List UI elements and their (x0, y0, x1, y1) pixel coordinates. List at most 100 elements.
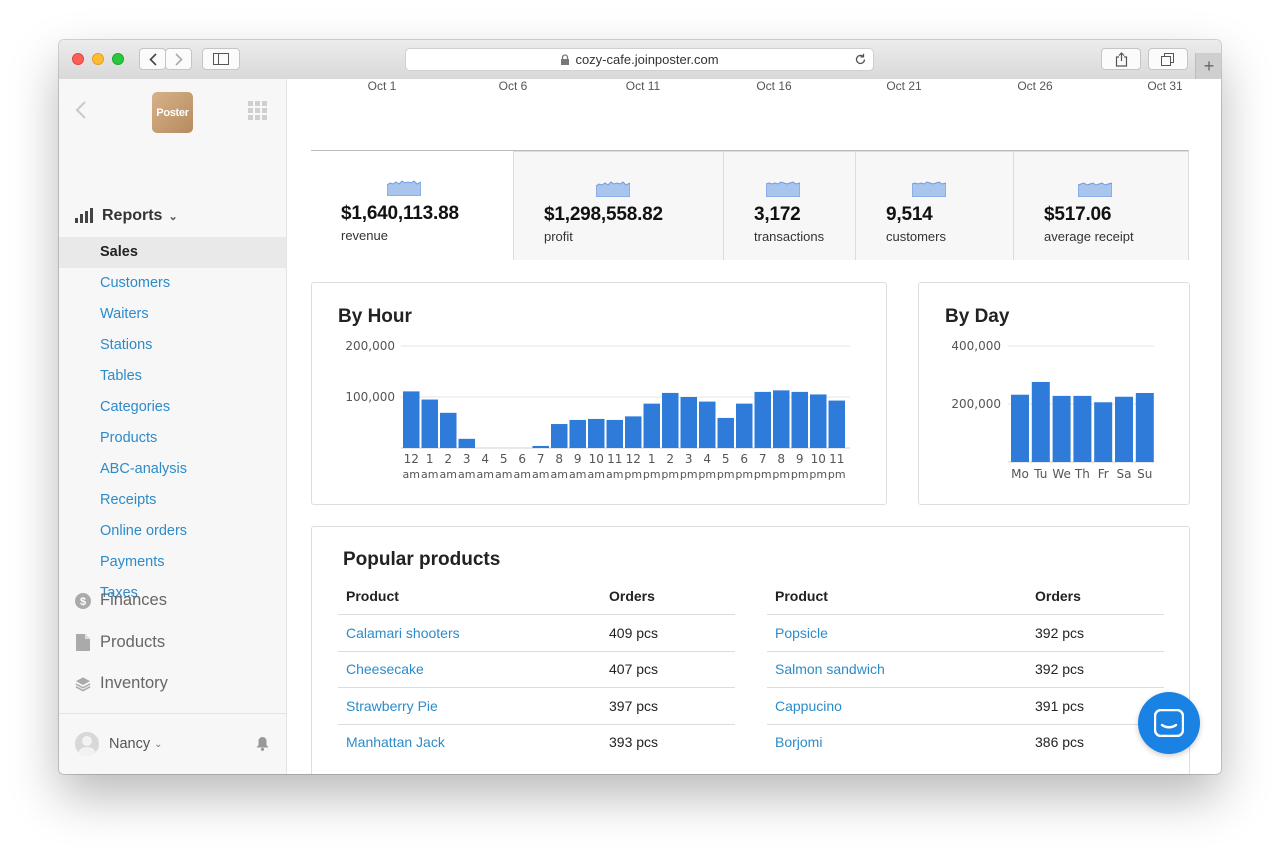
share-button[interactable] (1101, 48, 1141, 70)
chart-bar (458, 438, 475, 448)
column-header-product: Product (338, 578, 601, 615)
svg-text:$: $ (80, 596, 86, 608)
x-tick-label: am (477, 468, 494, 481)
product-link[interactable]: Strawberry Pie (338, 687, 601, 725)
x-tick-label: Th (1074, 467, 1090, 481)
sidebar-item-sales[interactable]: Sales (59, 237, 286, 268)
chart-bar (736, 403, 753, 448)
x-tick-label: Sa (1117, 467, 1132, 481)
stat-label: customers (886, 229, 946, 244)
sidebar-item-stations[interactable]: Stations (100, 337, 153, 353)
back-arrow-icon[interactable] (75, 100, 87, 120)
sidebar-item-taxes[interactable]: Taxes (100, 585, 138, 601)
x-tick-label: 11 (607, 452, 622, 466)
chart-bar (1052, 395, 1071, 462)
section-title: Popular products (343, 549, 501, 570)
table-row: Cappucino 391 pcs (767, 687, 1164, 725)
user-menu[interactable]: Nancy ⌄ (59, 713, 286, 774)
date-tick: Oct 31 (1147, 79, 1183, 93)
y-tick-label: 400,000 (951, 339, 1001, 353)
table-row: Manhattan Jack 393 pcs (338, 724, 735, 760)
date-tick: Oct 21 (886, 79, 922, 93)
table-row: Strawberry Pie 397 pcs (338, 687, 735, 725)
apps-grid-icon[interactable] (248, 101, 267, 120)
date-tick: Oct 11 (625, 79, 661, 93)
x-tick-label: am (403, 468, 420, 481)
chevron-left-icon (148, 52, 157, 66)
x-tick-label: pm (717, 468, 735, 481)
product-orders: 397 pcs (601, 687, 735, 725)
stat-tab-customers[interactable]: 9,514 customers (855, 151, 1013, 260)
document-icon (75, 633, 91, 651)
tabs-overview-button[interactable] (1148, 48, 1188, 70)
sparkline-icon (387, 180, 421, 196)
product-link[interactable]: Popsicle (767, 614, 1027, 652)
stat-tab-profit[interactable]: $1,298,558.82 profit (513, 151, 723, 260)
x-tick-label: 9 (574, 452, 582, 466)
browser-forward-button[interactable] (165, 48, 192, 70)
url-text: cozy-cafe.joinposter.com (575, 52, 719, 67)
table-row: Calamari shooters 409 pcs (338, 614, 735, 652)
x-tick-label: 2 (444, 452, 452, 466)
product-link[interactable]: Salmon sandwich (767, 651, 1027, 688)
sidebar-item-abc-analysis[interactable]: ABC-analysis (100, 461, 188, 477)
x-tick-label: 8 (777, 452, 785, 466)
nav-item-products[interactable]: Products (75, 622, 275, 664)
minimize-window-button[interactable] (92, 53, 104, 65)
product-link[interactable]: Manhattan Jack (346, 734, 445, 751)
sidebar-item-payments[interactable]: Payments (100, 554, 165, 570)
chat-launcher-button[interactable] (1138, 692, 1200, 754)
x-tick-label: 3 (685, 452, 693, 466)
product-link[interactable]: Borjomi (775, 734, 823, 751)
x-tick-label: am (421, 468, 438, 481)
x-tick-label: pm (772, 468, 790, 481)
x-tick-label: 11 (829, 452, 844, 466)
product-link[interactable]: Cheesecake (338, 651, 601, 688)
stat-tab-average-receipt[interactable]: $517.06 average receipt (1013, 151, 1189, 260)
zoom-window-button[interactable] (112, 53, 124, 65)
bell-icon[interactable] (256, 736, 269, 751)
sidebar-item-products[interactable]: Products (100, 430, 158, 446)
x-tick-label: am (458, 468, 475, 481)
new-tab-button[interactable]: + (1195, 53, 1221, 79)
chart-bar (643, 403, 660, 448)
close-window-button[interactable] (72, 53, 84, 65)
sidebar-item-categories[interactable]: Categories (100, 399, 171, 415)
stat-tab-transactions[interactable]: 3,172 transactions (723, 151, 855, 260)
column-header-product: Product (767, 578, 1027, 615)
sidebar-item-tables[interactable]: Tables (100, 368, 142, 384)
poster-logo[interactable]: Poster (152, 92, 193, 133)
address-bar[interactable]: cozy-cafe.joinposter.com (405, 48, 874, 71)
nav-item-finances[interactable]: $ Finances (75, 580, 275, 622)
x-tick-label: am (606, 468, 623, 481)
reload-icon[interactable] (854, 53, 867, 66)
product-link[interactable]: Calamari shooters (338, 614, 601, 652)
reports-menu[interactable]: Reports ⌄ (75, 204, 178, 228)
x-tick-label: am (588, 468, 605, 481)
x-tick-label: 1 (426, 452, 434, 466)
sidebar-toggle-button[interactable] (202, 48, 240, 70)
chevron-down-icon: ⌄ (154, 738, 163, 750)
x-tick-label: 12 (404, 452, 419, 466)
reports-submenu: Sales Customers Waiters Stations Tables … (59, 237, 286, 609)
sidebar-item-customers[interactable]: Customers (100, 275, 171, 291)
stat-value: 3,172 (754, 204, 801, 225)
x-tick-label: 7 (537, 452, 545, 466)
sidebar-item-waiters[interactable]: Waiters (100, 306, 149, 322)
sidebar-item-receipts[interactable]: Receipts (100, 492, 157, 508)
sparkline-icon (912, 181, 946, 197)
layers-icon (75, 676, 91, 692)
stat-tab-revenue[interactable]: $1,640,113.88 revenue (311, 151, 513, 260)
x-tick-label: Fr (1098, 467, 1109, 481)
browser-back-button[interactable] (139, 48, 166, 70)
sidebar-icon (213, 53, 229, 65)
sidebar-item-online-orders[interactable]: Online orders (100, 523, 188, 539)
product-link[interactable]: Cappucino (767, 687, 1027, 725)
x-tick-label: 12 (626, 452, 641, 466)
chart-bar (662, 392, 679, 448)
sparkline-icon (766, 181, 800, 197)
chart-bar (1115, 396, 1133, 462)
x-tick-label: 7 (759, 452, 767, 466)
nav-item-inventory[interactable]: Inventory (75, 663, 275, 705)
chart-title: By Hour (338, 306, 412, 327)
